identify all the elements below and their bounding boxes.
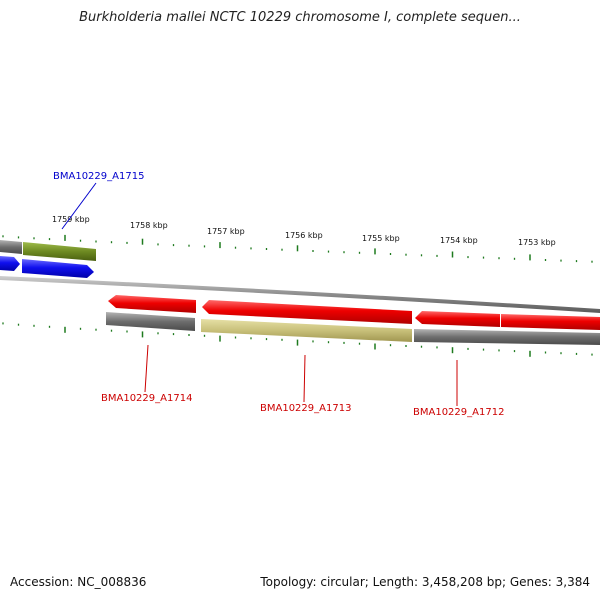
accession-text: Accession: NC_008836 [10, 575, 147, 589]
gene-label-A1712[interactable]: BMA10229_A1712 [413, 407, 504, 418]
kbp-label-1759: 1759 kbp [52, 215, 90, 224]
gene-feature-gray-left[interactable] [0, 240, 22, 254]
kbp-label-1758: 1758 kbp [130, 221, 168, 230]
kbp-label-1756: 1756 kbp [285, 231, 323, 240]
topology-summary: Topology: circular; Length: 3,458,208 bp… [260, 575, 590, 589]
callout-line-A1715 [61, 182, 97, 230]
cds-feature-A1714[interactable] [108, 295, 196, 313]
cds-feature-A1712-a[interactable] [415, 311, 500, 327]
cds-feature-A1713[interactable] [202, 300, 412, 324]
outer-tick-track [2, 234, 593, 263]
gene-label-A1713[interactable]: BMA10229_A1713 [260, 403, 351, 414]
gene-label-A1714[interactable]: BMA10229_A1714 [101, 393, 192, 404]
kbp-label-1753: 1753 kbp [518, 238, 556, 247]
callout-line-A1713 [303, 354, 306, 403]
kbp-label-1755: 1755 kbp [362, 234, 400, 243]
cds-feature-A1715[interactable] [22, 259, 94, 278]
genome-backbone [0, 276, 600, 313]
inner-tick-track [2, 322, 593, 357]
callout-line-A1714 [144, 344, 149, 393]
gene-feature-A1715[interactable] [23, 242, 96, 261]
map-title: Burkholderia mallei NCTC 10229 chromosom… [79, 10, 521, 25]
kbp-label-1754: 1754 kbp [440, 236, 478, 245]
cds-feature-A1712-b[interactable] [501, 314, 600, 330]
kbp-label-1757: 1757 kbp [207, 227, 245, 236]
gene-feature-A1712[interactable] [414, 329, 600, 345]
gene-feature-A1713[interactable] [201, 319, 412, 342]
cds-feature-blue-left[interactable] [0, 256, 20, 271]
gene-feature-A1714[interactable] [106, 312, 195, 331]
gene-label-A1715[interactable]: BMA10229_A1715 [53, 171, 144, 182]
